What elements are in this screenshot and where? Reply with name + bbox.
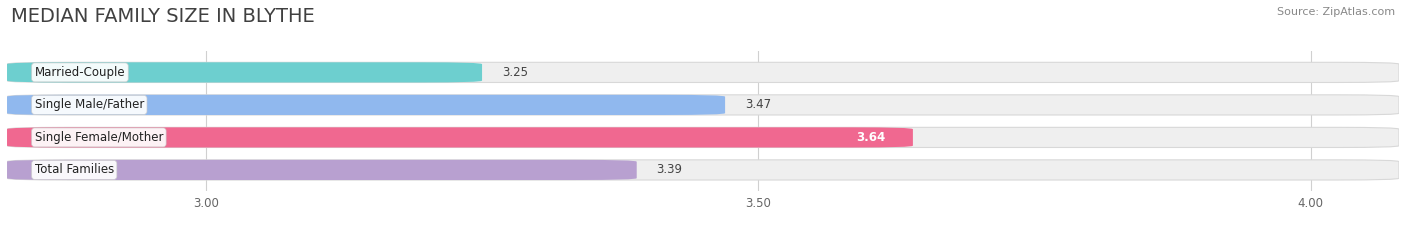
- FancyBboxPatch shape: [7, 62, 1399, 82]
- FancyBboxPatch shape: [7, 95, 725, 115]
- FancyBboxPatch shape: [7, 95, 1399, 115]
- Text: 3.25: 3.25: [502, 66, 527, 79]
- Text: Total Families: Total Families: [35, 163, 114, 176]
- FancyBboxPatch shape: [7, 160, 1399, 180]
- Text: Single Female/Mother: Single Female/Mother: [35, 131, 163, 144]
- Text: Single Male/Father: Single Male/Father: [35, 98, 143, 111]
- FancyBboxPatch shape: [7, 160, 637, 180]
- Text: 3.39: 3.39: [657, 163, 682, 176]
- Text: 3.47: 3.47: [745, 98, 770, 111]
- FancyBboxPatch shape: [7, 62, 482, 82]
- Text: Source: ZipAtlas.com: Source: ZipAtlas.com: [1277, 7, 1395, 17]
- Text: MEDIAN FAMILY SIZE IN BLYTHE: MEDIAN FAMILY SIZE IN BLYTHE: [11, 7, 315, 26]
- Text: Married-Couple: Married-Couple: [35, 66, 125, 79]
- FancyBboxPatch shape: [7, 127, 912, 147]
- FancyBboxPatch shape: [7, 127, 1399, 147]
- Text: 3.64: 3.64: [856, 131, 886, 144]
